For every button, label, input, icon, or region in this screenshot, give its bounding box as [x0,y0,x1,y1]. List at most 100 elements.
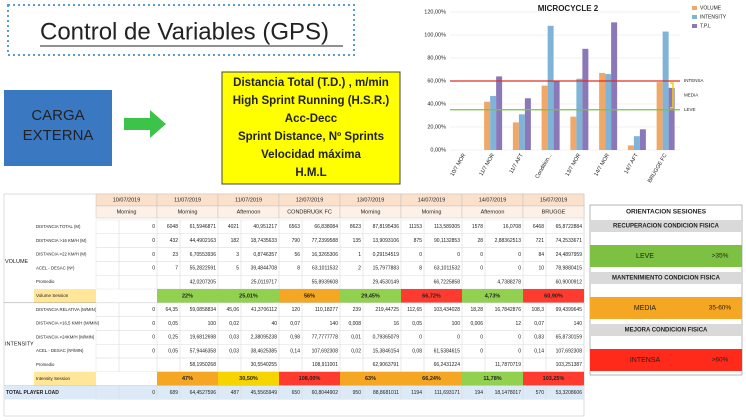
bar [582,48,589,150]
cell-value: 11153 [409,224,422,230]
cell-value: 194 [475,390,484,396]
cell-value: 13,9093106 [373,238,400,244]
row-label: Promedio [36,279,55,284]
bracket-label: MEDIA [684,93,698,98]
bar [512,122,519,150]
level-band [590,297,742,319]
cell-value: 41,3706112 [251,307,277,313]
cell-value: 3 [236,252,239,258]
cell-value: 40 [271,321,277,327]
bar [662,31,669,150]
bar [605,74,612,150]
cell-value: 12 [515,321,521,327]
cell-value: 6048 [167,224,178,230]
cell-value: 107,692308 [556,348,583,354]
bar [633,136,640,150]
date: 12/07/2019 [296,197,324,203]
cell-value: 16,0708 [503,224,521,230]
cell-value: 135 [353,238,362,244]
cell-value: 0 [152,238,155,244]
cell-value: 38,4625385 [251,348,278,354]
cell-value: 721 [536,238,545,244]
cell-value: 0 [152,307,155,313]
legend-swatch [692,24,697,28]
group-label: VOLUME [5,259,29,265]
cell-value: 0 [152,266,155,272]
cell-value: 1 [358,252,361,258]
cell-value: 0 [152,321,155,327]
cell-value: 0 [518,348,521,354]
cell-value: 30,5540255 [251,362,278,368]
cell-value: 5 [236,266,239,272]
cell-value: 87,8195436 [373,224,400,230]
session-value: 60,90% [544,293,563,299]
cell-value: 140 [330,321,339,327]
arrow [124,110,166,138]
level-header: MANTENIMIENTO CONDICION FISICA [612,276,721,282]
cell-value: 0,05 [168,348,178,354]
cell-value: 4021 [228,224,239,230]
cell-value: 0 [419,252,422,258]
y-tick-label: 100,00% [424,32,446,38]
cell-value: 1194 [411,390,422,396]
cell-value: 110,18277 [315,307,338,313]
bar [553,81,560,150]
cell-value: 0,29154519 [373,252,400,258]
cell-value: 88,8681011 [373,390,399,396]
cell-value: 6468 [533,224,544,230]
cell-value: 60,9000912 [556,279,583,285]
cell-value: 18,7435633 [251,238,278,244]
session-name: Morning [422,209,442,215]
cell-value: 0,14 [290,348,300,354]
session-value: 108,00% [299,376,321,382]
cell-value: 875 [414,238,423,244]
session-value: 63% [365,376,376,382]
cell-value: 0 [480,348,483,354]
cell-value: 8 [297,266,300,272]
cell-value: 84 [538,252,544,258]
session-label: Intensity Session [36,376,71,381]
cell-value: 689 [170,390,179,396]
bar [524,98,531,150]
cell-value: 0,79365079 [373,335,400,341]
box-label: CARGA [31,107,84,124]
y-tick-label: 120,00% [424,9,446,15]
cell-value: 0 [480,266,483,272]
session-name: Morning [361,209,381,215]
y-tick-label: 80,00% [427,55,446,61]
cell-value: 8 [419,266,422,272]
variable: High Sprint Running (H.S.R.) [233,95,390,107]
cell-value: 0 [480,335,483,341]
cell-value: 53,3208606 [556,390,583,396]
carga-box [4,90,112,166]
cell-value: 432 [170,238,179,244]
cell-value: 113,589305 [434,224,460,230]
cell-value: 0,83 [534,335,544,341]
session-cell [157,289,218,303]
session-cell [401,289,462,303]
cell-value: 650 [292,390,301,396]
cell-value: 15,3846154 [373,348,400,354]
cell-value: 120 [292,307,301,313]
variable: Distancia Total (T.D.) , m/min [233,77,389,89]
bar [484,101,491,150]
session-cell [218,371,279,386]
date: 11/07/2019 [174,197,201,203]
bar [599,72,606,150]
cell-value: 0,03 [229,348,239,354]
session-cell [401,371,462,386]
cell-value: 0,05 [412,321,422,327]
row-label: DISTANCIA >22 KM/H (M) [36,252,87,257]
session-value: 66,72% [422,293,441,299]
cell-value: 0,008 [348,321,361,327]
legend-label: T.P.L [700,23,711,29]
legend-label: VOLUME [700,5,722,11]
level-range: >60% [712,357,729,364]
cell-value: 39,4844708 [251,266,278,272]
legend-label: INTENSITY [700,14,727,20]
level-header-cell [590,272,742,284]
cell-value: 0,006 [470,321,483,327]
level-header-cell [590,324,742,336]
bar [490,95,497,150]
